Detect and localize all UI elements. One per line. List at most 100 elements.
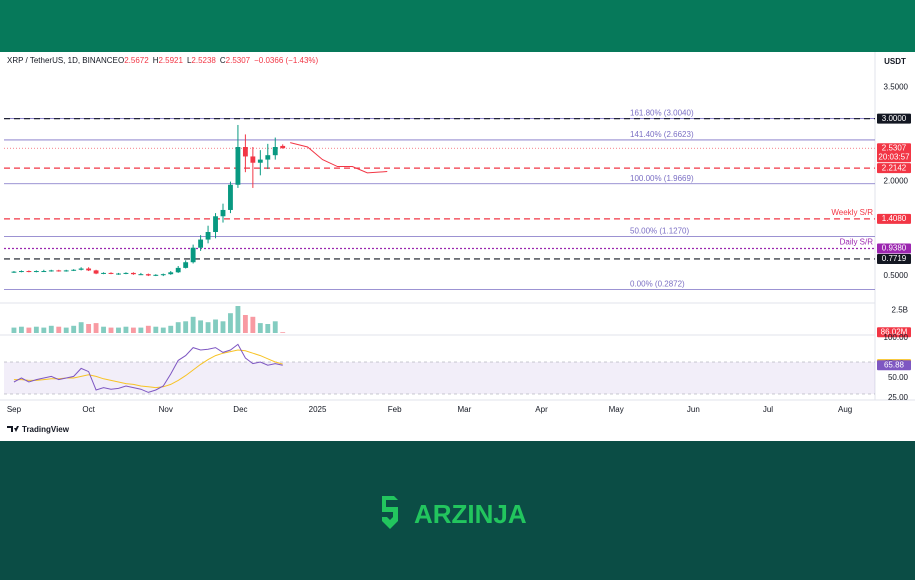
ohlc-value: 2.5307 <box>226 56 251 65</box>
volume-bar <box>86 324 92 333</box>
candle-body <box>78 268 84 270</box>
sr-name: Weekly S/R <box>831 208 873 217</box>
ohlc-key: H <box>153 56 159 65</box>
volume-bar <box>138 327 144 333</box>
candle-body <box>242 147 248 157</box>
currency: USDT <box>884 57 906 66</box>
candle-body <box>198 239 204 248</box>
fib-label: 161.80% (3.0040) <box>630 109 694 118</box>
candle-body <box>63 270 69 272</box>
volume-tag <box>877 327 911 338</box>
brand: ARZINJA <box>414 499 527 529</box>
last-price-tag <box>877 143 911 163</box>
volume-bar <box>93 323 99 333</box>
rsi-ma-line <box>13 349 283 389</box>
fib-label: 0.00% (0.2872) <box>630 280 685 289</box>
volume-bar <box>26 327 32 333</box>
ohlc-header: O2.5672 H2.5921 L2.5238 C2.5307 −0.0366 (−1.… <box>118 56 319 65</box>
x-tick-label: Oct <box>82 405 95 414</box>
candle-body <box>175 267 181 273</box>
candle-body <box>130 272 136 275</box>
x-tick-label: Jul <box>763 405 773 414</box>
volume-tick-label: 2.5B <box>892 306 908 315</box>
volume-bar <box>228 313 233 333</box>
sr-axis-tag <box>877 243 911 254</box>
last-price-label: 2.5307 <box>882 143 907 152</box>
candle-body <box>168 272 174 275</box>
candle-body <box>33 271 39 273</box>
volume-bar <box>213 319 218 333</box>
candle-body <box>228 184 233 210</box>
volume-bar <box>18 326 24 333</box>
candle-body <box>183 262 189 268</box>
volume-bar <box>168 325 174 333</box>
x-tick-label: Nov <box>159 405 173 414</box>
candle-body <box>272 147 278 156</box>
candle-body <box>26 271 32 273</box>
volume-bar <box>235 306 241 333</box>
rsi-line <box>13 343 283 393</box>
volume-bar <box>56 326 62 333</box>
sr-name: Daily S/R <box>840 238 874 247</box>
candle-body <box>160 274 166 276</box>
volume-bar <box>130 327 136 333</box>
candle-body <box>86 268 92 271</box>
candle-body <box>220 209 226 217</box>
volume-bar <box>78 322 84 333</box>
fib-label: 50.00% (1.1270) <box>630 227 689 236</box>
candle-body <box>250 156 256 163</box>
volume-bar <box>63 327 69 333</box>
volume-bar <box>257 323 263 333</box>
top-band <box>0 0 915 52</box>
sr-axis-tag <box>877 253 911 264</box>
bottom-band <box>0 441 915 580</box>
volume-bar <box>183 321 189 333</box>
candle-body <box>56 270 62 272</box>
volume-bar <box>153 326 159 333</box>
volume-bar <box>116 327 121 333</box>
volume-bar <box>250 316 256 333</box>
ohlc-value: 2.5921 <box>158 56 183 65</box>
sr-axis-tag <box>877 113 911 124</box>
volume-bar <box>123 326 129 333</box>
candle-body <box>257 159 263 163</box>
candle-body <box>11 271 17 273</box>
x-tick-label: Apr <box>535 405 548 414</box>
change: −0.0366 (−1.43%) <box>254 56 318 65</box>
y-tick-label: 3.5000 <box>884 82 909 91</box>
volume-bar <box>160 327 166 333</box>
sr-axis-label: 3.0000 <box>882 114 907 123</box>
rsi-tag <box>877 360 911 371</box>
sr-axis-label: 0.7719 <box>882 254 907 263</box>
candle-body <box>101 272 106 274</box>
candle-body <box>153 274 159 276</box>
x-tick-label: May <box>609 405 624 414</box>
rsi-tick-label: 50.00 <box>888 373 909 382</box>
volume-bar <box>242 315 248 333</box>
fib-label: 100.00% (1.9669) <box>630 174 694 183</box>
candle-body <box>138 274 144 276</box>
rsi-band <box>4 362 875 394</box>
sr-axis-label: 2.2142 <box>882 163 907 172</box>
symbol-title: XRP / TetherUS, 1D, BINANCE <box>7 56 118 65</box>
rsi-tick-label: 100.00 <box>884 333 909 342</box>
x-tick-label: Mar <box>457 405 471 414</box>
volume-bar <box>265 324 271 333</box>
x-tick-label: Dec <box>233 405 247 414</box>
countdown: 20:03:57 <box>878 152 910 161</box>
volume-bar <box>205 322 211 333</box>
sr-axis-tag <box>877 213 911 224</box>
sr-axis-label: 1.4080 <box>882 214 907 223</box>
candle-body <box>235 147 241 185</box>
tradingview-logo: TradingView <box>7 425 70 434</box>
chart-panel <box>0 52 915 441</box>
projection-line <box>290 142 388 174</box>
candle-body <box>213 216 218 232</box>
rsi-tick-label: 25.00 <box>888 393 909 402</box>
rsi-last-label: 65.88 <box>884 360 905 369</box>
y-tick-label: 2.0000 <box>884 177 909 186</box>
x-tick-label: Sep <box>7 405 22 414</box>
candle-body <box>145 274 151 276</box>
